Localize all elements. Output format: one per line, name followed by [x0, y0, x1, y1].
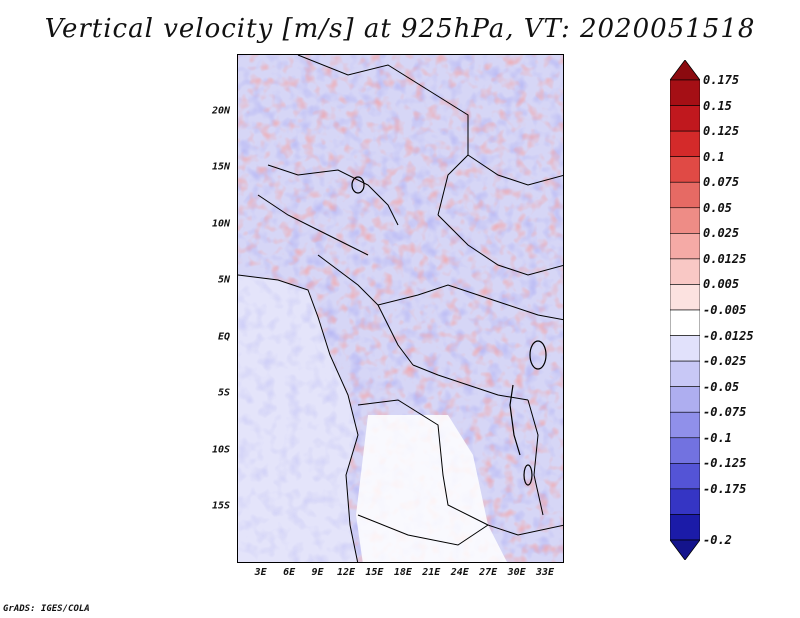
plot-title: Vertical velocity [m/s] at 925hPa, VT: 2…	[44, 14, 756, 44]
colorbar-label: 0.05	[703, 200, 732, 215]
colorbar-label: -0.05	[703, 379, 740, 394]
colorbar-label: 0.025	[703, 226, 740, 241]
colorbar-band	[670, 386, 700, 413]
map-panel	[237, 54, 564, 563]
lat-tick-label: 20N	[211, 105, 230, 117]
colorbar-label: -0.125	[703, 456, 747, 471]
colorbar-label: 0.0125	[703, 251, 747, 266]
lon-tick-label: 6E	[283, 567, 296, 578]
colorbar-label: -0.1	[703, 430, 732, 445]
lat-tick-label: 10N	[211, 218, 230, 230]
lon-tick-label: 24E	[450, 567, 469, 578]
colorbar-band	[670, 130, 700, 157]
colorbar-band	[670, 463, 700, 490]
colorbar-label: -0.175	[703, 481, 747, 496]
colorbar-label: 0.1	[703, 149, 725, 164]
colorbar-label: 0.125	[703, 124, 740, 139]
colorbar-band	[670, 411, 700, 439]
colorbar-label: -0.075	[703, 405, 747, 420]
lat-tick-label: 15N	[211, 161, 230, 173]
colorbar-band	[670, 258, 700, 285]
colorbar-band	[670, 437, 700, 464]
colorbar-band	[670, 207, 700, 234]
lon-tick-label: 3E	[254, 567, 267, 578]
colorbar-band	[670, 488, 700, 515]
colorbar-max-triangle	[670, 60, 700, 81]
colorbar-min-triangle	[670, 539, 700, 560]
lon-tick-label: 27E	[479, 567, 498, 578]
lon-tick-label: 9E	[311, 567, 324, 578]
lat-tick-label: 5N	[217, 274, 230, 286]
colorbar-band	[670, 79, 700, 106]
colorbar-band	[670, 309, 700, 336]
colorbar-label: -0.2	[703, 533, 732, 547]
lon-tick-label: 18E	[393, 567, 412, 578]
colorbar-label: 0.15	[703, 98, 732, 113]
lon-tick-label: 21E	[422, 567, 441, 578]
lon-tick-label: 15E	[365, 567, 384, 578]
lat-tick-label: 5S	[217, 387, 230, 399]
colorbar-band	[670, 233, 700, 260]
colorbar-band	[670, 284, 700, 311]
colorbar-band	[670, 105, 700, 132]
credit-label: GrADS: IGES/COLA	[3, 604, 90, 614]
lon-tick-label: 33E	[536, 567, 555, 578]
colorbar-band	[670, 181, 700, 209]
colorbar-band	[670, 156, 700, 183]
coastlines	[238, 55, 563, 562]
colorbar-band	[670, 514, 700, 541]
colorbar-label: 0.075	[703, 175, 740, 190]
colorbar-label: -0.025	[703, 354, 747, 369]
lat-tick-label: 15S	[211, 500, 230, 512]
colorbar-label: 0.005	[703, 277, 740, 292]
lon-tick-label: 30E	[507, 567, 526, 578]
colorbar-band	[670, 335, 700, 362]
colorbar-band	[670, 360, 700, 387]
colorbar-label: 0.175	[703, 73, 740, 87]
colorbar-label: -0.0125	[703, 328, 754, 343]
colorbar-label: -0.005	[703, 303, 747, 317]
lat-tick-label: EQ	[217, 331, 230, 343]
colorbar	[670, 60, 700, 560]
velocity-field	[238, 55, 563, 562]
lat-tick-label: 10S	[211, 444, 230, 456]
lon-tick-label: 12E	[336, 567, 356, 578]
